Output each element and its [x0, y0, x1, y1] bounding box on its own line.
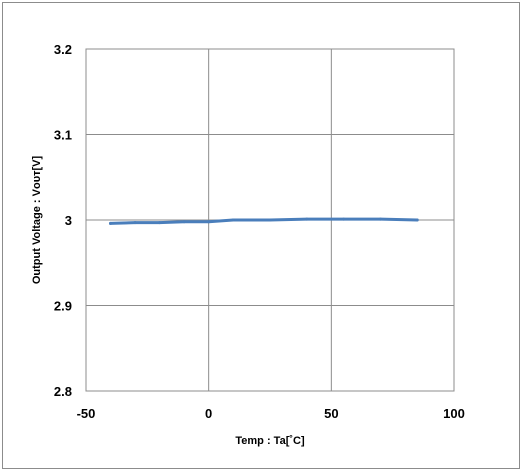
- series-layer: [109, 217, 419, 225]
- data-point: [231, 218, 235, 222]
- data-point: [182, 220, 186, 224]
- data-point: [268, 218, 272, 222]
- y-tick-label: 3: [65, 213, 72, 228]
- data-point: [305, 217, 309, 221]
- y-tick-label: 2.9: [54, 299, 72, 314]
- grid: [85, 48, 455, 392]
- y-tick-label: 2.8: [54, 384, 72, 399]
- data-point: [109, 221, 113, 225]
- data-point: [378, 217, 382, 221]
- data-point: [342, 217, 346, 221]
- y-tick-label: 3.2: [54, 42, 72, 57]
- y-axis-title: Output Voltage : Vᴏᴜᴛ[V]: [31, 156, 43, 285]
- tick-labels: 2.8 2.9 3 3.1 3.2 -50 0 50 100: [54, 42, 465, 421]
- x-tick-label: 100: [443, 406, 465, 421]
- data-point: [415, 218, 419, 222]
- data-point: [133, 221, 137, 225]
- x-tick-label: 50: [324, 406, 338, 421]
- x-axis-title: Temp : Ta[˚C]: [235, 435, 305, 447]
- y-tick-label: 3.1: [54, 128, 72, 143]
- data-point: [158, 221, 162, 225]
- x-tick-label: -50: [77, 406, 96, 421]
- x-tick-label: 0: [205, 406, 212, 421]
- data-point: [207, 220, 211, 224]
